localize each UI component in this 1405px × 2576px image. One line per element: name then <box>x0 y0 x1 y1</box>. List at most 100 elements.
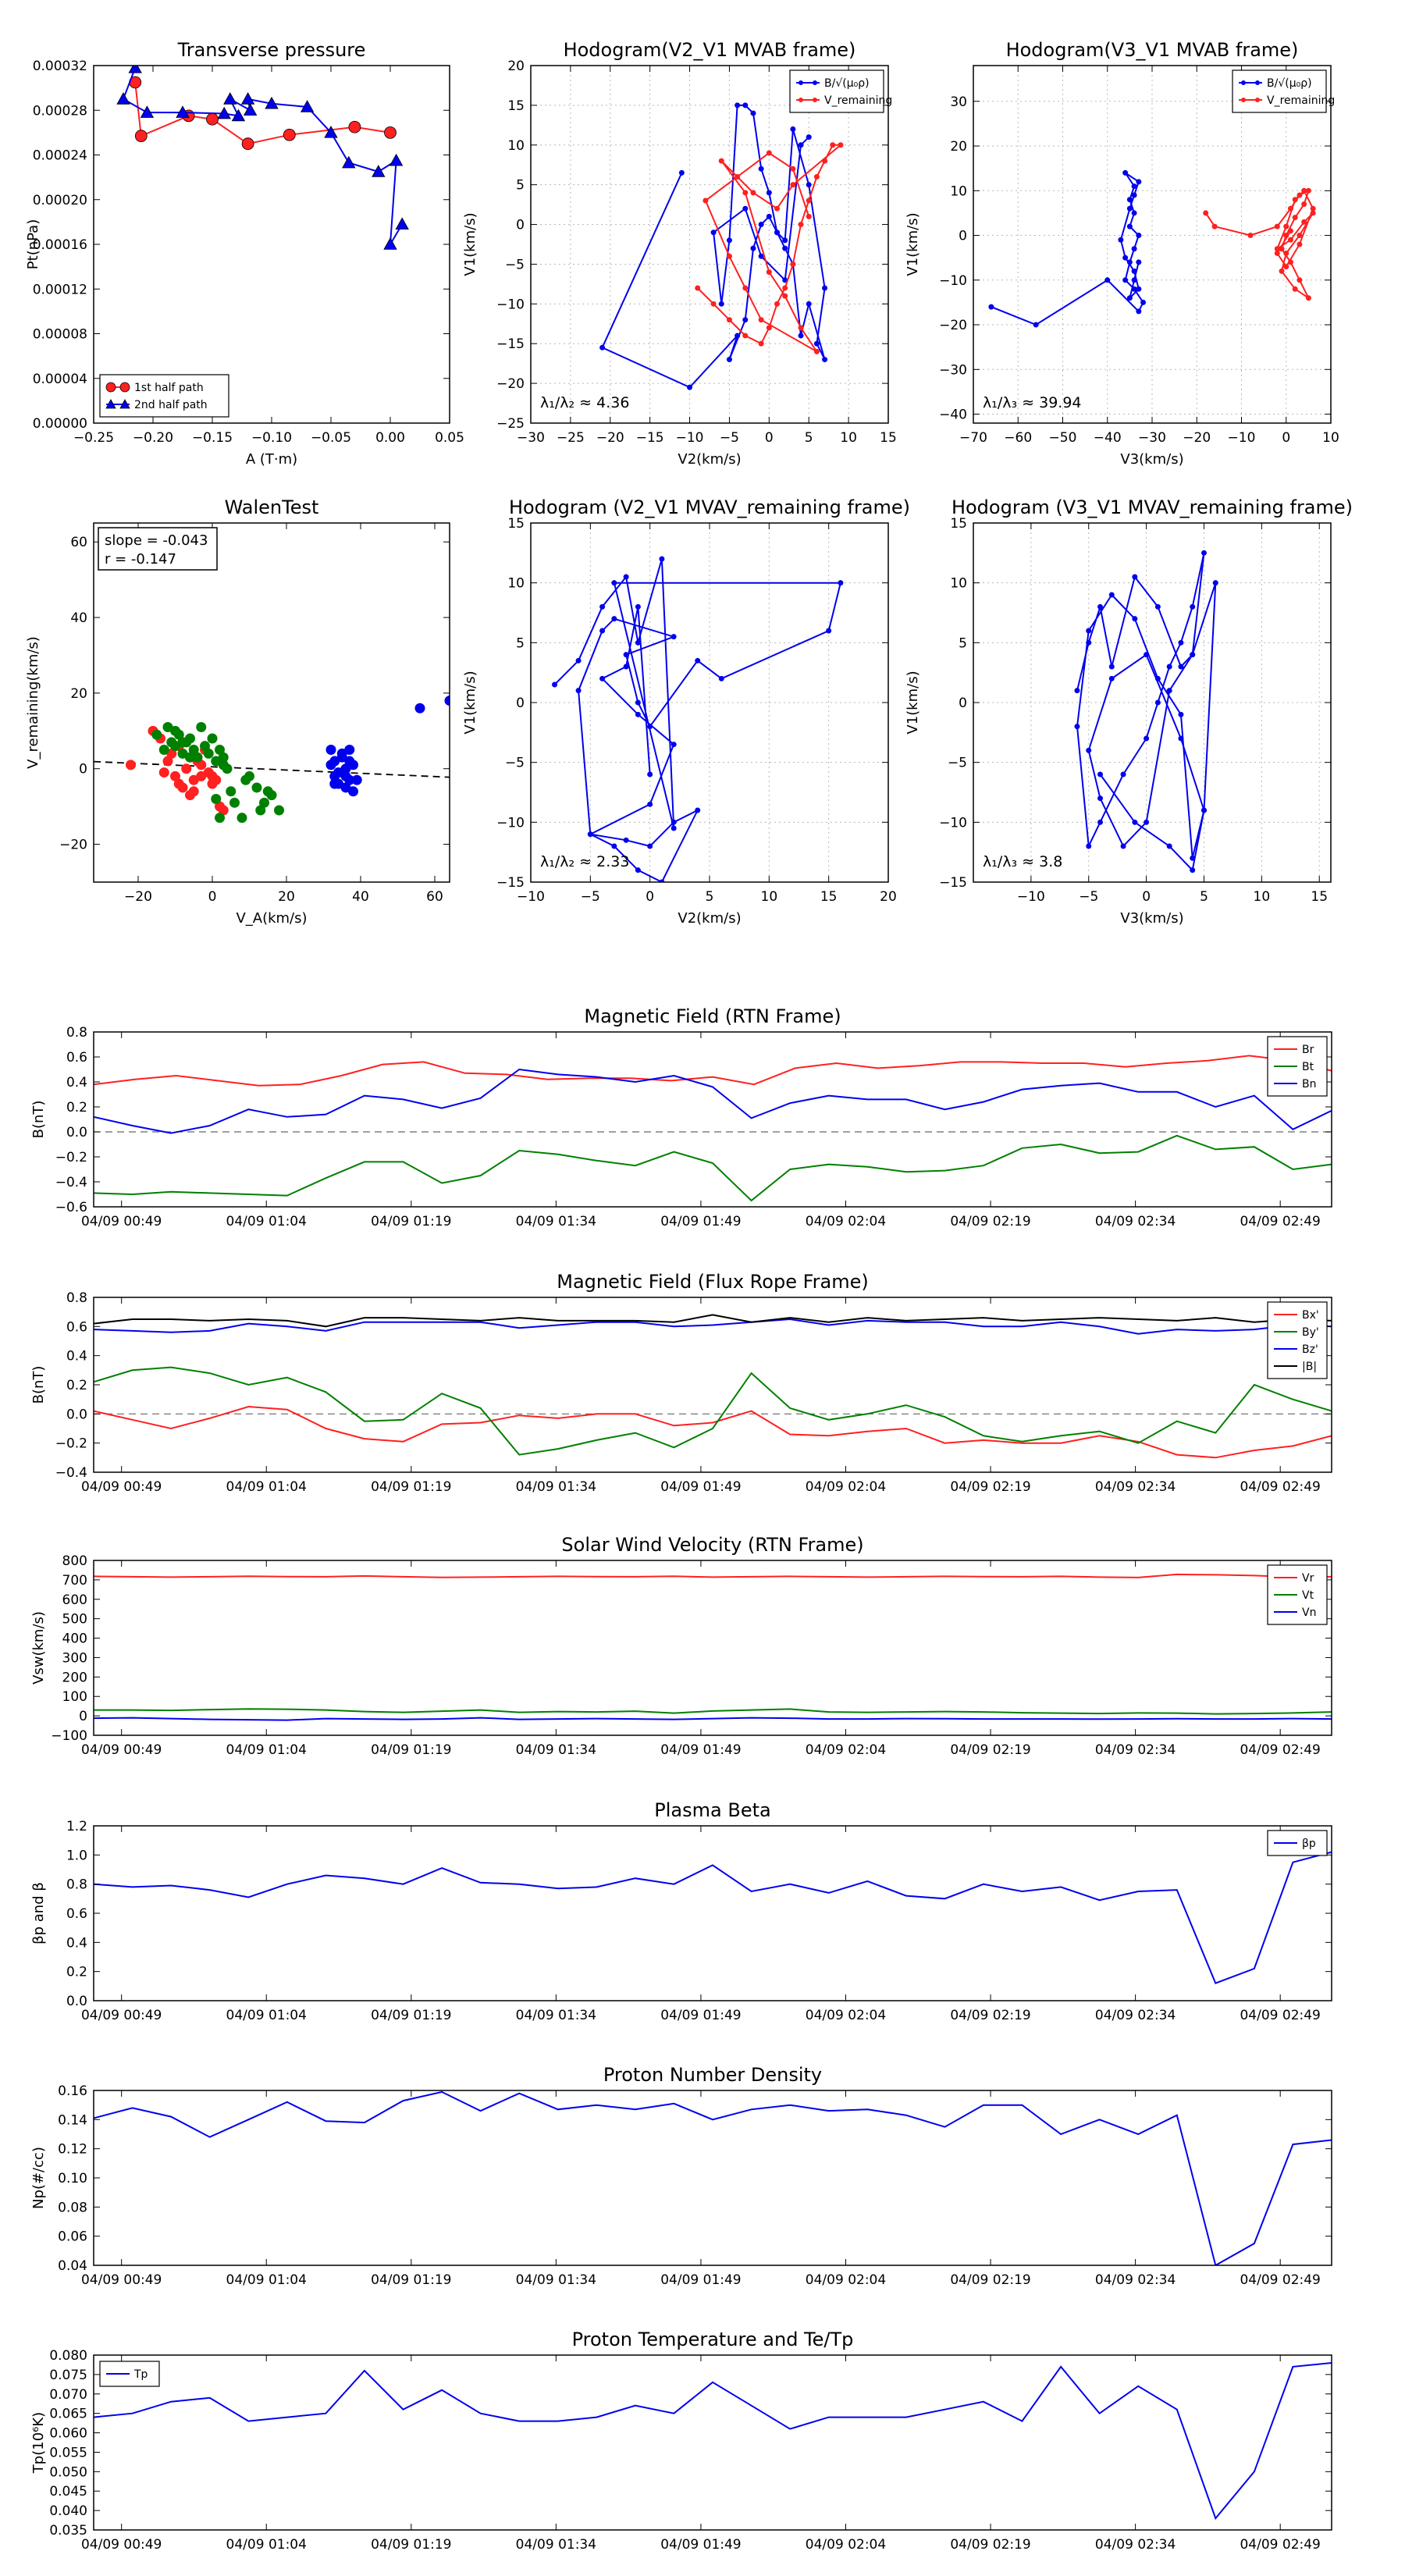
data-point <box>1126 295 1133 301</box>
series-Np <box>94 2090 1332 2265</box>
x-tick-label: 0 <box>1282 430 1290 446</box>
data-point <box>742 333 749 339</box>
chart-title: Magnetic Field (Flux Rope Frame) <box>557 1271 868 1293</box>
y-tick-label: 0 <box>516 218 525 233</box>
y-tick-label: 20 <box>70 686 87 702</box>
y-tick-label: 0.00012 <box>33 282 87 297</box>
y-tick-label: −5 <box>505 257 525 272</box>
data-point <box>218 752 229 763</box>
y-tick-label: 0.04 <box>58 2258 87 2274</box>
series-Vt <box>94 1708 1332 1715</box>
series-B/√(μ₀ρ) <box>599 102 828 390</box>
data-point <box>181 763 192 774</box>
data-point <box>813 340 820 347</box>
legend-marker <box>105 382 116 393</box>
y-tick-label: −0.2 <box>55 1436 87 1452</box>
data-point <box>758 317 764 323</box>
data-point <box>126 760 136 770</box>
y-axis-label: V1(km/s) <box>462 212 478 276</box>
data-point <box>1166 688 1172 694</box>
y-axis-label: βp and β <box>30 1882 47 1944</box>
chart-mag_fr: 04/09 00:49 04/09 01:04 04/09 01:19 04/09 0… <box>30 1271 1332 1495</box>
data-point <box>1132 574 1138 580</box>
data-point <box>599 603 606 610</box>
y-tick-label: 0.0 <box>66 1994 87 2009</box>
series-V <box>552 556 844 882</box>
y-tick-label: 0.060 <box>49 2426 87 2442</box>
axes-frame <box>93 1031 1332 1208</box>
y-tick-label: 15 <box>950 516 967 532</box>
data-point <box>1120 771 1126 777</box>
data-point <box>1190 652 1196 658</box>
x-axis-label: V3(km/s) <box>1120 451 1183 468</box>
chart-beta: 04/09 00:49 04/09 01:04 04/09 01:19 04/09 0… <box>30 1799 1332 2023</box>
x-tick-label: −10 <box>1228 430 1256 446</box>
y-tick-label: 10 <box>950 183 967 199</box>
data-point <box>255 805 266 816</box>
y-tick-label: 0.8 <box>66 1025 87 1041</box>
data-point <box>134 130 148 143</box>
axes-frame <box>93 522 450 883</box>
x-tick-label: 04/09 00:49 <box>81 1742 162 1758</box>
x-tick-label: 04/09 02:19 <box>950 2537 1030 2553</box>
data-point <box>670 742 677 748</box>
data-point <box>695 285 701 291</box>
legend: Tp <box>99 2361 160 2387</box>
x-tick-label: 10 <box>1254 889 1271 905</box>
legend: Br Bt Bn <box>1267 1036 1328 1097</box>
data-point <box>766 325 772 331</box>
x-tick-label: 04/09 02:04 <box>806 1742 886 1758</box>
legend-marker <box>119 399 130 409</box>
x-tick-label: 04/09 01:49 <box>660 2537 741 2553</box>
y-axis-label: V_remaining(km/s) <box>25 636 41 769</box>
legend-marker <box>1241 98 1246 102</box>
x-tick-label: 04/09 02:04 <box>806 2008 886 2023</box>
y-tick-label: −0.6 <box>55 1200 87 1215</box>
data-point <box>215 745 225 756</box>
data-point <box>1178 639 1184 646</box>
series-Vr <box>94 1573 1332 1578</box>
x-tick-label: 0 <box>765 430 774 446</box>
y-tick-label: 200 <box>62 1670 87 1685</box>
y-tick-label: −0.4 <box>55 1465 87 1481</box>
y-tick-label: −5 <box>505 756 525 771</box>
y-tick-label: 0.8 <box>66 1877 87 1893</box>
series-line <box>696 144 843 353</box>
x-tick-label: 04/09 01:49 <box>660 2008 741 2023</box>
series-V <box>1074 550 1218 873</box>
x-tick-label: 10 <box>761 889 778 905</box>
data-point <box>1279 246 1285 252</box>
axes-frame <box>530 65 889 424</box>
data-point <box>176 105 190 118</box>
data-point <box>710 229 717 236</box>
series-line <box>94 2090 1332 2265</box>
y-tick-label: 0 <box>959 696 967 711</box>
x-tick-label: 04/09 02:34 <box>1095 1479 1176 1495</box>
legend-label: Bx' <box>1302 1309 1319 1322</box>
data-point <box>215 813 225 824</box>
data-point <box>1118 237 1124 243</box>
series-V_remaining <box>1203 187 1316 301</box>
data-point <box>389 153 404 166</box>
series-line <box>601 104 826 389</box>
data-point <box>265 96 279 109</box>
data-point <box>1097 603 1104 610</box>
data-point <box>599 628 606 634</box>
x-tick-label: −40 <box>1094 430 1122 446</box>
series-line <box>1076 553 1217 872</box>
data-point <box>758 340 764 347</box>
data-point <box>300 100 315 112</box>
data-point <box>1136 233 1142 239</box>
chart-title: Hodogram(V2_V1 MVAB frame) <box>564 39 856 61</box>
data-point <box>196 721 207 732</box>
y-tick-label: 0.035 <box>49 2523 87 2539</box>
y-tick-label: 0.12 <box>58 2142 87 2158</box>
data-point <box>659 556 665 562</box>
y-tick-label: 400 <box>62 1631 87 1647</box>
y-tick-label: 0.4 <box>66 1349 87 1364</box>
data-point <box>742 285 749 291</box>
x-tick-label: 04/09 01:04 <box>226 2008 307 2023</box>
data-point <box>140 105 155 118</box>
x-tick-label: −10 <box>676 430 704 446</box>
data-point <box>1086 628 1092 634</box>
